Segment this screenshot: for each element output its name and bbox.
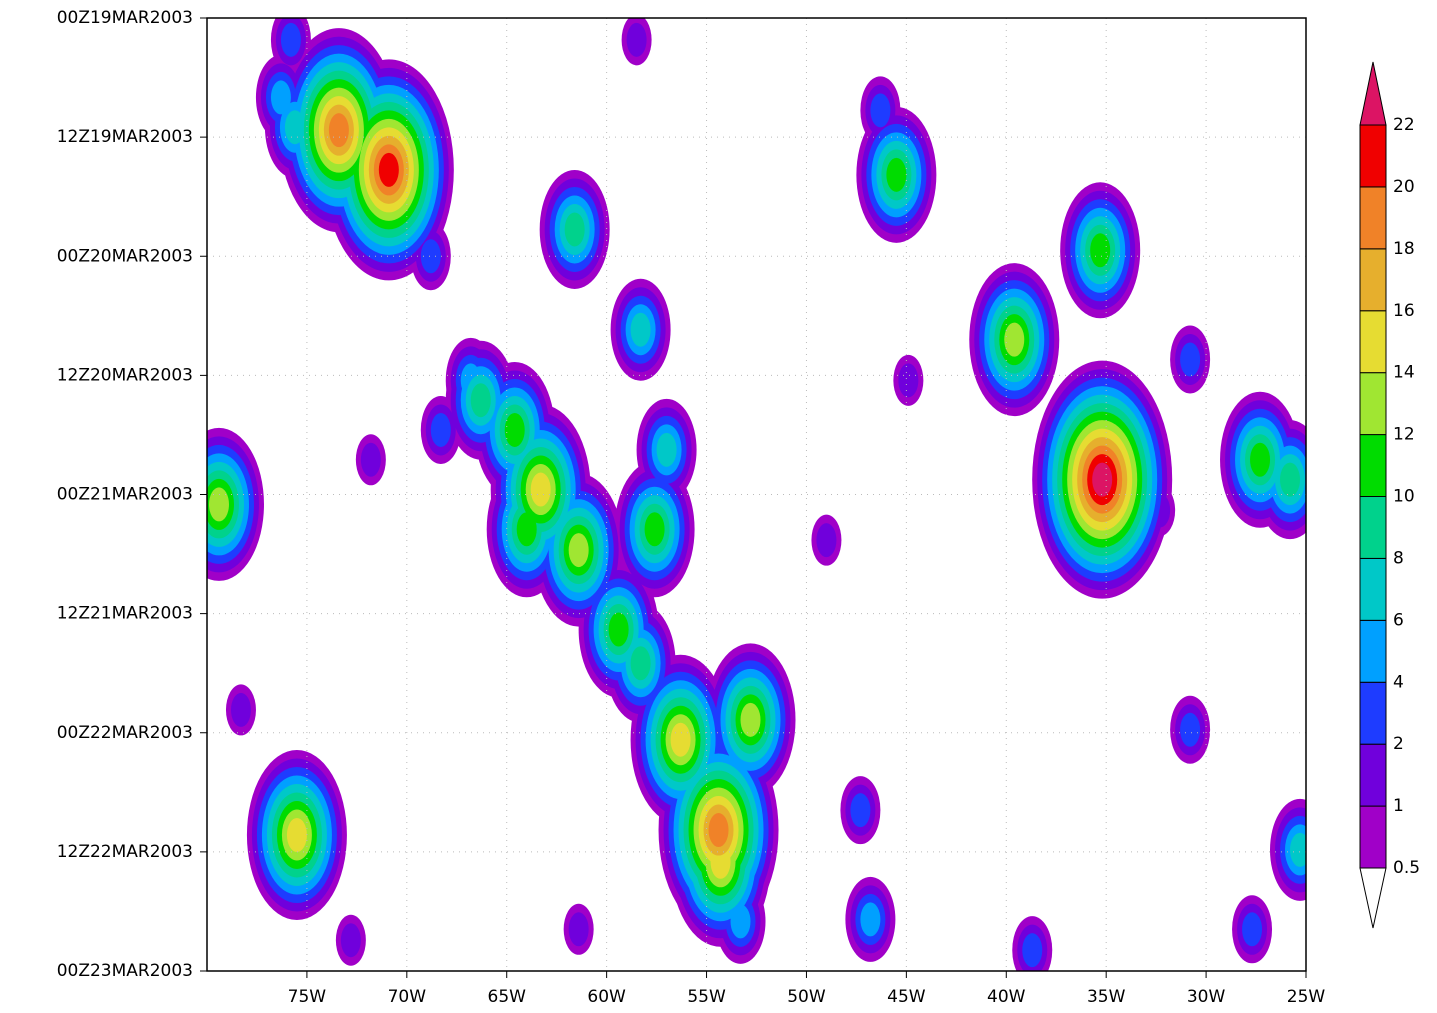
colorbar-label: 2 bbox=[1393, 734, 1404, 754]
colorbar-label: 14 bbox=[1393, 363, 1415, 383]
x-tick-label: 40W bbox=[987, 987, 1026, 1007]
contour-fill bbox=[886, 157, 907, 192]
contour-fill bbox=[530, 472, 551, 507]
contour-fill bbox=[420, 239, 441, 274]
colorbar-label: 18 bbox=[1393, 239, 1415, 259]
colorbar-over bbox=[1359, 61, 1387, 126]
colorbar-band bbox=[1359, 681, 1387, 745]
contour-fill bbox=[1092, 462, 1113, 497]
contour-fill bbox=[1250, 442, 1271, 477]
x-tick-label: 50W bbox=[787, 987, 826, 1007]
y-tick-label: 00Z22MAR2003 bbox=[57, 723, 193, 743]
colorbar-label: 20 bbox=[1393, 177, 1415, 197]
y-tick-label: 12Z22MAR2003 bbox=[57, 842, 193, 862]
contour-fill bbox=[630, 312, 651, 347]
x-tick-label: 30W bbox=[1187, 987, 1226, 1007]
contour-fill bbox=[470, 383, 491, 418]
contour-fill bbox=[816, 523, 837, 558]
contour-fill bbox=[328, 113, 349, 148]
contour-fill bbox=[270, 80, 291, 115]
x-tick-label: 35W bbox=[1087, 987, 1126, 1007]
contour-fill bbox=[564, 212, 585, 247]
field bbox=[207, 18, 1306, 971]
contour-fill bbox=[280, 22, 301, 57]
y-tick-label: 00Z23MAR2003 bbox=[57, 961, 193, 981]
contour-fill bbox=[568, 533, 589, 568]
colorbar-label: 8 bbox=[1393, 548, 1404, 568]
contour-fill bbox=[1004, 322, 1025, 357]
colorbar-band bbox=[1359, 496, 1387, 559]
contour-fill bbox=[378, 152, 399, 187]
contour-fill bbox=[1090, 233, 1111, 268]
colorbar-band bbox=[1359, 372, 1387, 436]
contour-fill bbox=[670, 722, 691, 757]
x-tick-label: 55W bbox=[687, 987, 726, 1007]
contour-fill bbox=[286, 817, 307, 852]
contour-fill bbox=[740, 702, 761, 737]
contour-fill bbox=[898, 363, 919, 398]
contour-fill bbox=[850, 793, 871, 828]
contour-fill bbox=[708, 813, 729, 848]
contour-fill bbox=[568, 912, 589, 947]
contour-fill bbox=[1180, 342, 1201, 377]
y-tick-label: 00Z19MAR2003 bbox=[57, 8, 193, 28]
y-tick-label: 00Z21MAR2003 bbox=[57, 485, 193, 505]
colorbar-label: 10 bbox=[1393, 487, 1415, 507]
contour-fill bbox=[504, 412, 525, 447]
colorbar-label: 4 bbox=[1393, 672, 1404, 692]
colorbar-band bbox=[1359, 743, 1387, 807]
colorbar-band bbox=[1359, 557, 1387, 621]
y-tick-label: 12Z19MAR2003 bbox=[57, 127, 193, 147]
y-tick-label: 12Z21MAR2003 bbox=[57, 604, 193, 624]
colorbar-label: 12 bbox=[1393, 425, 1415, 445]
contour-fill bbox=[1180, 712, 1201, 747]
colorbar-band bbox=[1359, 805, 1387, 869]
contour-fill bbox=[360, 442, 381, 477]
colorbar-label: 6 bbox=[1393, 610, 1404, 630]
colorbar-label: 0.5 bbox=[1393, 858, 1420, 878]
colorbar-band bbox=[1359, 186, 1387, 250]
contour-fill bbox=[630, 646, 651, 681]
colorbar-label: 16 bbox=[1393, 301, 1415, 321]
x-tick-label: 70W bbox=[388, 987, 427, 1007]
contour-fill bbox=[430, 412, 451, 447]
contour-fill bbox=[644, 512, 665, 547]
y-tick-label: 00Z20MAR2003 bbox=[57, 246, 193, 266]
contour-fill bbox=[516, 512, 537, 547]
y-tick-label: 12Z20MAR2003 bbox=[57, 365, 193, 385]
contour-fill bbox=[340, 923, 361, 958]
x-tick-label: 45W bbox=[887, 987, 926, 1007]
contour-fill bbox=[656, 432, 677, 467]
contour-fill bbox=[860, 902, 881, 937]
colorbar-band bbox=[1359, 619, 1387, 683]
contour-fill bbox=[1022, 933, 1043, 968]
contour-fill bbox=[1290, 832, 1306, 867]
contour-fill bbox=[230, 692, 251, 727]
contour-fill bbox=[626, 22, 647, 57]
colorbar-under bbox=[1359, 867, 1387, 929]
colorbar-label: 1 bbox=[1393, 796, 1404, 816]
contour-fill bbox=[730, 904, 751, 939]
colorbar-band bbox=[1359, 310, 1387, 374]
contour-fill bbox=[870, 93, 891, 128]
colorbar-band bbox=[1359, 248, 1387, 312]
x-tick-label: 75W bbox=[288, 987, 327, 1007]
contour-fill bbox=[608, 612, 629, 647]
x-tick-label: 65W bbox=[488, 987, 527, 1007]
colorbar-band bbox=[1359, 124, 1387, 188]
x-tick-label: 25W bbox=[1287, 987, 1326, 1007]
x-tick-label: 60W bbox=[587, 987, 626, 1007]
colorbar-band bbox=[1359, 434, 1387, 498]
colorbar-label: 22 bbox=[1393, 115, 1415, 135]
contour-fill bbox=[208, 487, 229, 522]
contour-fill bbox=[1280, 462, 1301, 497]
contour-fill bbox=[1242, 912, 1263, 947]
